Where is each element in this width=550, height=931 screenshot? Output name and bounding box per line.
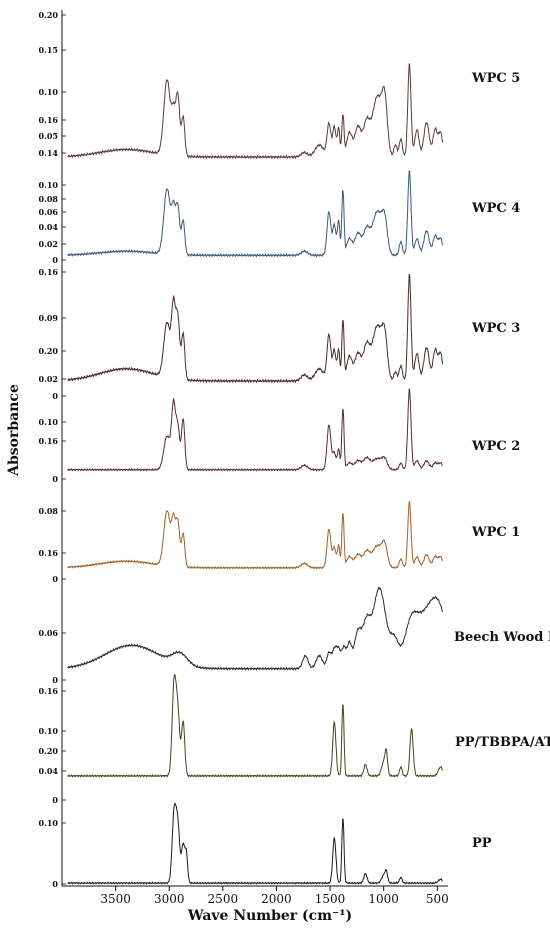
y-tick-label: 0.08 xyxy=(39,194,59,204)
series-line-7 xyxy=(67,673,443,778)
series-line-2 xyxy=(67,170,444,258)
y-tick-label: 0.10 xyxy=(39,180,59,190)
series-label-1: WPC 5 xyxy=(471,71,520,86)
y-tick-label: 0.10 xyxy=(39,87,59,97)
series-label-2: WPC 4 xyxy=(471,201,520,216)
series-label-8: PP xyxy=(472,836,492,851)
y-tick-label: 0.04 xyxy=(39,222,59,232)
y-tick-label: 0.06 xyxy=(39,207,59,217)
y-tick-label: 0.20 xyxy=(39,346,59,356)
y-tick-label: 0.15 xyxy=(39,45,58,55)
x-tick-label: 1500 xyxy=(315,892,346,906)
y-tick-label: 0.16 xyxy=(39,115,59,125)
y-tick-label: 0.10 xyxy=(39,818,59,828)
series-label-6: Beech Wood Flour xyxy=(454,630,550,645)
series-label-3: WPC 3 xyxy=(471,321,520,336)
x-axis-label: Wave Number (cm⁻¹) xyxy=(187,908,352,924)
series-line-4 xyxy=(67,388,443,472)
y-tick-label: 0.06 xyxy=(39,628,59,638)
y-tick-label: 0.02 xyxy=(39,374,58,384)
x-tick-label: 3000 xyxy=(154,892,185,906)
y-tick-label: 0.14 xyxy=(39,148,59,158)
x-tick-label: 2000 xyxy=(261,892,292,906)
y-tick-label: 0.16 xyxy=(39,686,59,696)
y-tick-label: 0.10 xyxy=(39,726,59,736)
y-tick-label: 0.16 xyxy=(39,267,59,277)
y-tick-label: 0.04 xyxy=(39,766,59,776)
y-tick-label: 0.20 xyxy=(39,746,59,756)
series-label-5: WPC 1 xyxy=(471,525,520,540)
x-tick-label: 1000 xyxy=(368,892,399,906)
series-layer: WPC 5 0.20 0.15 0.10 0.16 0.05 0.14 WPC 4 0.10 0.… xyxy=(39,10,550,889)
x-tick-label: 3500 xyxy=(100,892,131,906)
series-line-6 xyxy=(67,586,444,671)
x-tick-label: 2500 xyxy=(208,892,239,906)
y-tick-label: 0.16 xyxy=(39,436,59,446)
series-line-1 xyxy=(67,63,444,160)
y-tick-label: 0 xyxy=(52,255,58,265)
x-ticks: 3500 3000 2500 2000 1500 1000 500 xyxy=(100,886,449,906)
y-tick-label: 0 xyxy=(52,391,58,401)
y-axis-label: Absorbance xyxy=(6,384,22,477)
y-tick-label: 0 xyxy=(52,675,58,685)
y-tick-label: 0.20 xyxy=(39,10,59,20)
y-tick-label: 0.16 xyxy=(39,548,59,558)
series-line-8 xyxy=(67,802,443,885)
series-line-5 xyxy=(67,501,444,570)
y-tick-label: 0.09 xyxy=(39,313,59,323)
series-label-4: WPC 2 xyxy=(471,439,520,454)
y-tick-label: 0.08 xyxy=(39,506,59,516)
y-tick-label: 0.05 xyxy=(39,131,58,141)
y-tick-label: 0.10 xyxy=(39,417,59,427)
y-tick-label: 0.02 xyxy=(39,239,58,249)
series-label-7: PP/TBBPA/ATO 2 xyxy=(455,735,550,750)
y-tick-label: 0 xyxy=(52,474,58,484)
y-tick-label: 0 xyxy=(52,879,58,889)
series-line-3 xyxy=(67,273,444,384)
y-tick-label: 0 xyxy=(52,795,58,805)
y-tick-label: 0 xyxy=(52,574,58,584)
x-tick-label: 500 xyxy=(426,892,449,906)
